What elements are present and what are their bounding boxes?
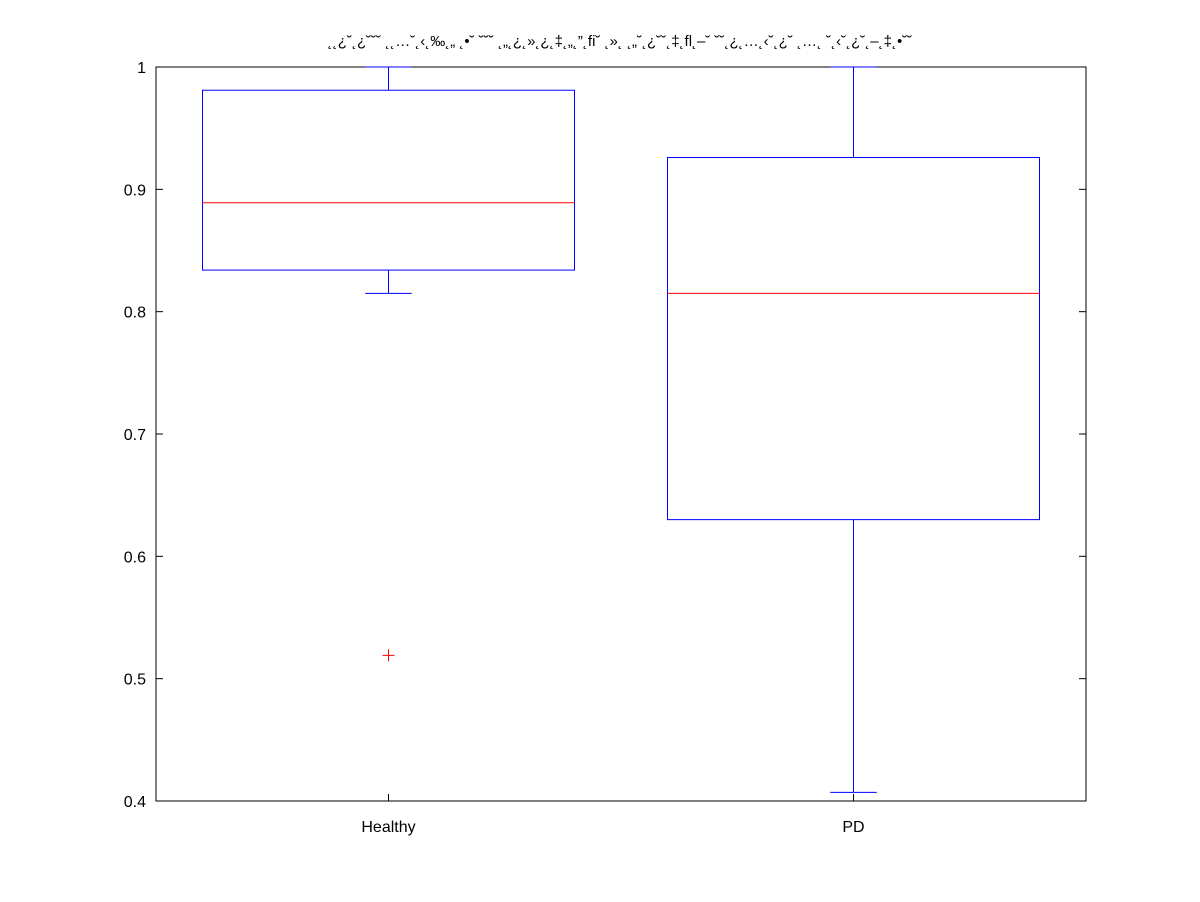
y-axis: 0.4 0.5 0.6 0.7 0.8 0.9 1 [124,60,1086,811]
y-tick-label: 0.7 [124,427,146,444]
x-axis: Healthy PD [361,67,865,836]
y-tick-label: 0.8 [124,305,146,322]
box-iqr [202,89,575,271]
y-tick-label: 0.6 [124,549,146,566]
x-tick-label: Healthy [361,819,415,836]
y-tick-label: 0.4 [124,794,146,811]
box-iqr [667,157,1040,521]
chart-title: ˛˛¿˘˛¿˘˘˘ ˛˛…˘˛‹˛‰˛„ ˛•˘ ˘˘˘ ˛„˛¿˛»˛¿˛‡˛… [327,33,913,50]
y-tick-label: 0.9 [124,182,146,199]
y-tick-label: 0.5 [124,672,146,689]
y-tick-label: 1 [137,60,146,77]
plot-area-frame [155,66,1087,802]
x-tick-label: PD [842,819,864,836]
outlier-marker [382,649,395,662]
box-series [202,66,1040,793]
